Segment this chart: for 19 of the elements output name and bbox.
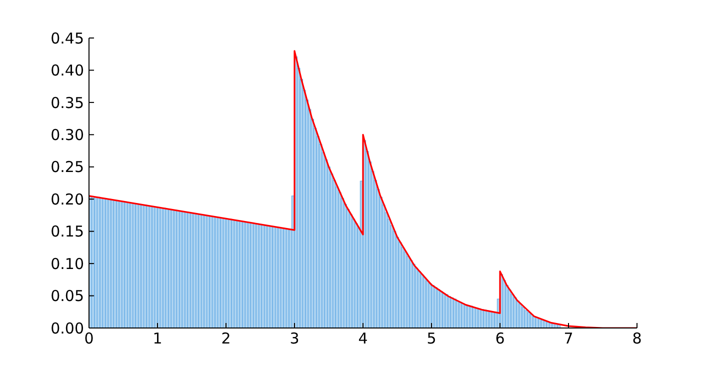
x-tick-label: 3 <box>290 330 300 348</box>
y-tick-label: 0.00 <box>50 319 84 338</box>
y-tick-label: 0.35 <box>50 94 84 112</box>
y-tick-label: 0.40 <box>50 62 84 80</box>
y-tick-label: 0.05 <box>50 287 84 306</box>
y-tick-label: 0.30 <box>50 126 84 144</box>
x-tick-label: 4 <box>358 330 368 348</box>
x-tick-label: 7 <box>564 330 574 348</box>
y-tick-label: 0.25 <box>50 158 84 176</box>
x-tick-label: 6 <box>495 330 505 348</box>
y-tick-label: 0.10 <box>50 254 84 273</box>
y-tick-label: 0.45 <box>50 29 84 48</box>
y-tick-label: 0.15 <box>50 222 84 241</box>
x-tick-label: 5 <box>426 330 436 348</box>
y-tick-label: 0.20 <box>50 190 84 208</box>
x-tick-label: 8 <box>632 330 642 348</box>
x-tick-label: 0 <box>84 330 94 348</box>
x-tick-label: 1 <box>152 330 162 348</box>
x-tick-label: 2 <box>221 330 231 348</box>
